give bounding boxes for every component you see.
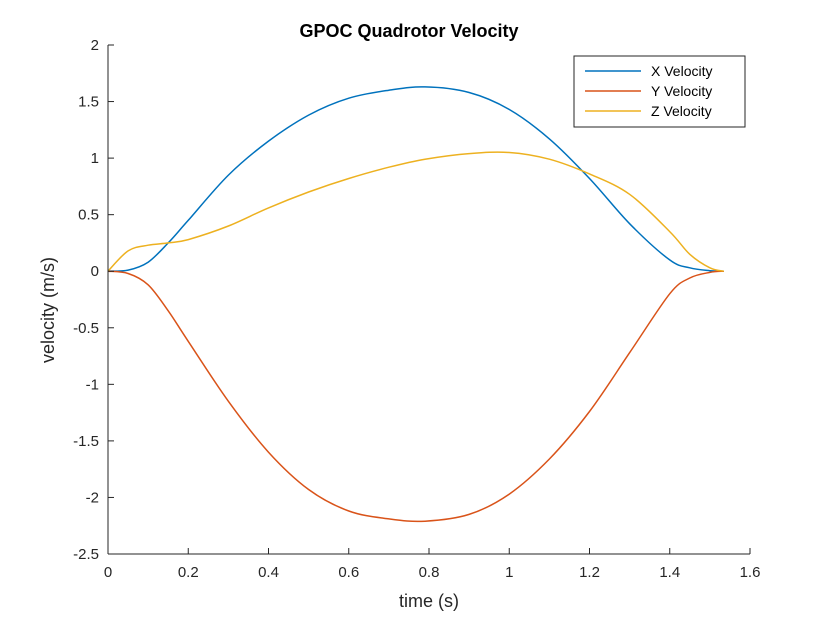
legend-label-z-velocity: Z Velocity [651,103,712,119]
y-tick-label: 1.5 [78,94,99,111]
y-tick-label: 0 [91,263,99,280]
x-tick-label: 1.6 [740,564,761,581]
y-tick-label: -1.5 [73,433,99,450]
y-tick-label: 2 [91,37,99,54]
series-line-x-velocity [107,86,724,272]
x-tick-label: 0.2 [178,564,199,581]
plot-background [108,45,750,554]
x-tick-label: 0.8 [419,564,440,581]
x-tick-label: 1.2 [579,564,600,581]
y-tick-label: -2 [86,489,99,506]
plot-area [108,45,750,554]
y-tick-label: 0.5 [78,207,99,224]
axes-layer: 0 0.2 0.4 0.6 0.8 1 1.2 1.4 1.6 -2.5 -2 -1.5 -1 -0.5 0… [73,37,760,581]
y-tick-label: 1 [91,150,99,167]
y-tick-label: -0.5 [73,320,99,337]
series-line-y-velocity [107,270,724,523]
legend: X Velocity Y Velocity Z Velocity [573,55,746,128]
legend-label-x-velocity: X Velocity [651,63,712,79]
legend-label-y-velocity: Y Velocity [651,83,712,99]
x-tick-label: 1.4 [659,564,680,581]
x-tick-label: 1 [505,564,513,581]
series-layer [107,86,725,523]
chart-title: GPOC Quadrotor Velocity [299,21,518,41]
x-axis-label: time (s) [399,591,459,611]
x-tick-label: 0 [104,564,112,581]
x-tick-label: 0.6 [338,564,359,581]
y-axis-label: velocity (m/s) [38,257,58,363]
series-line-z-velocity [107,151,725,272]
x-tick-label: 0.4 [258,564,279,581]
y-tick-label: -2.5 [73,546,99,563]
y-tick-label: -1 [86,376,99,393]
